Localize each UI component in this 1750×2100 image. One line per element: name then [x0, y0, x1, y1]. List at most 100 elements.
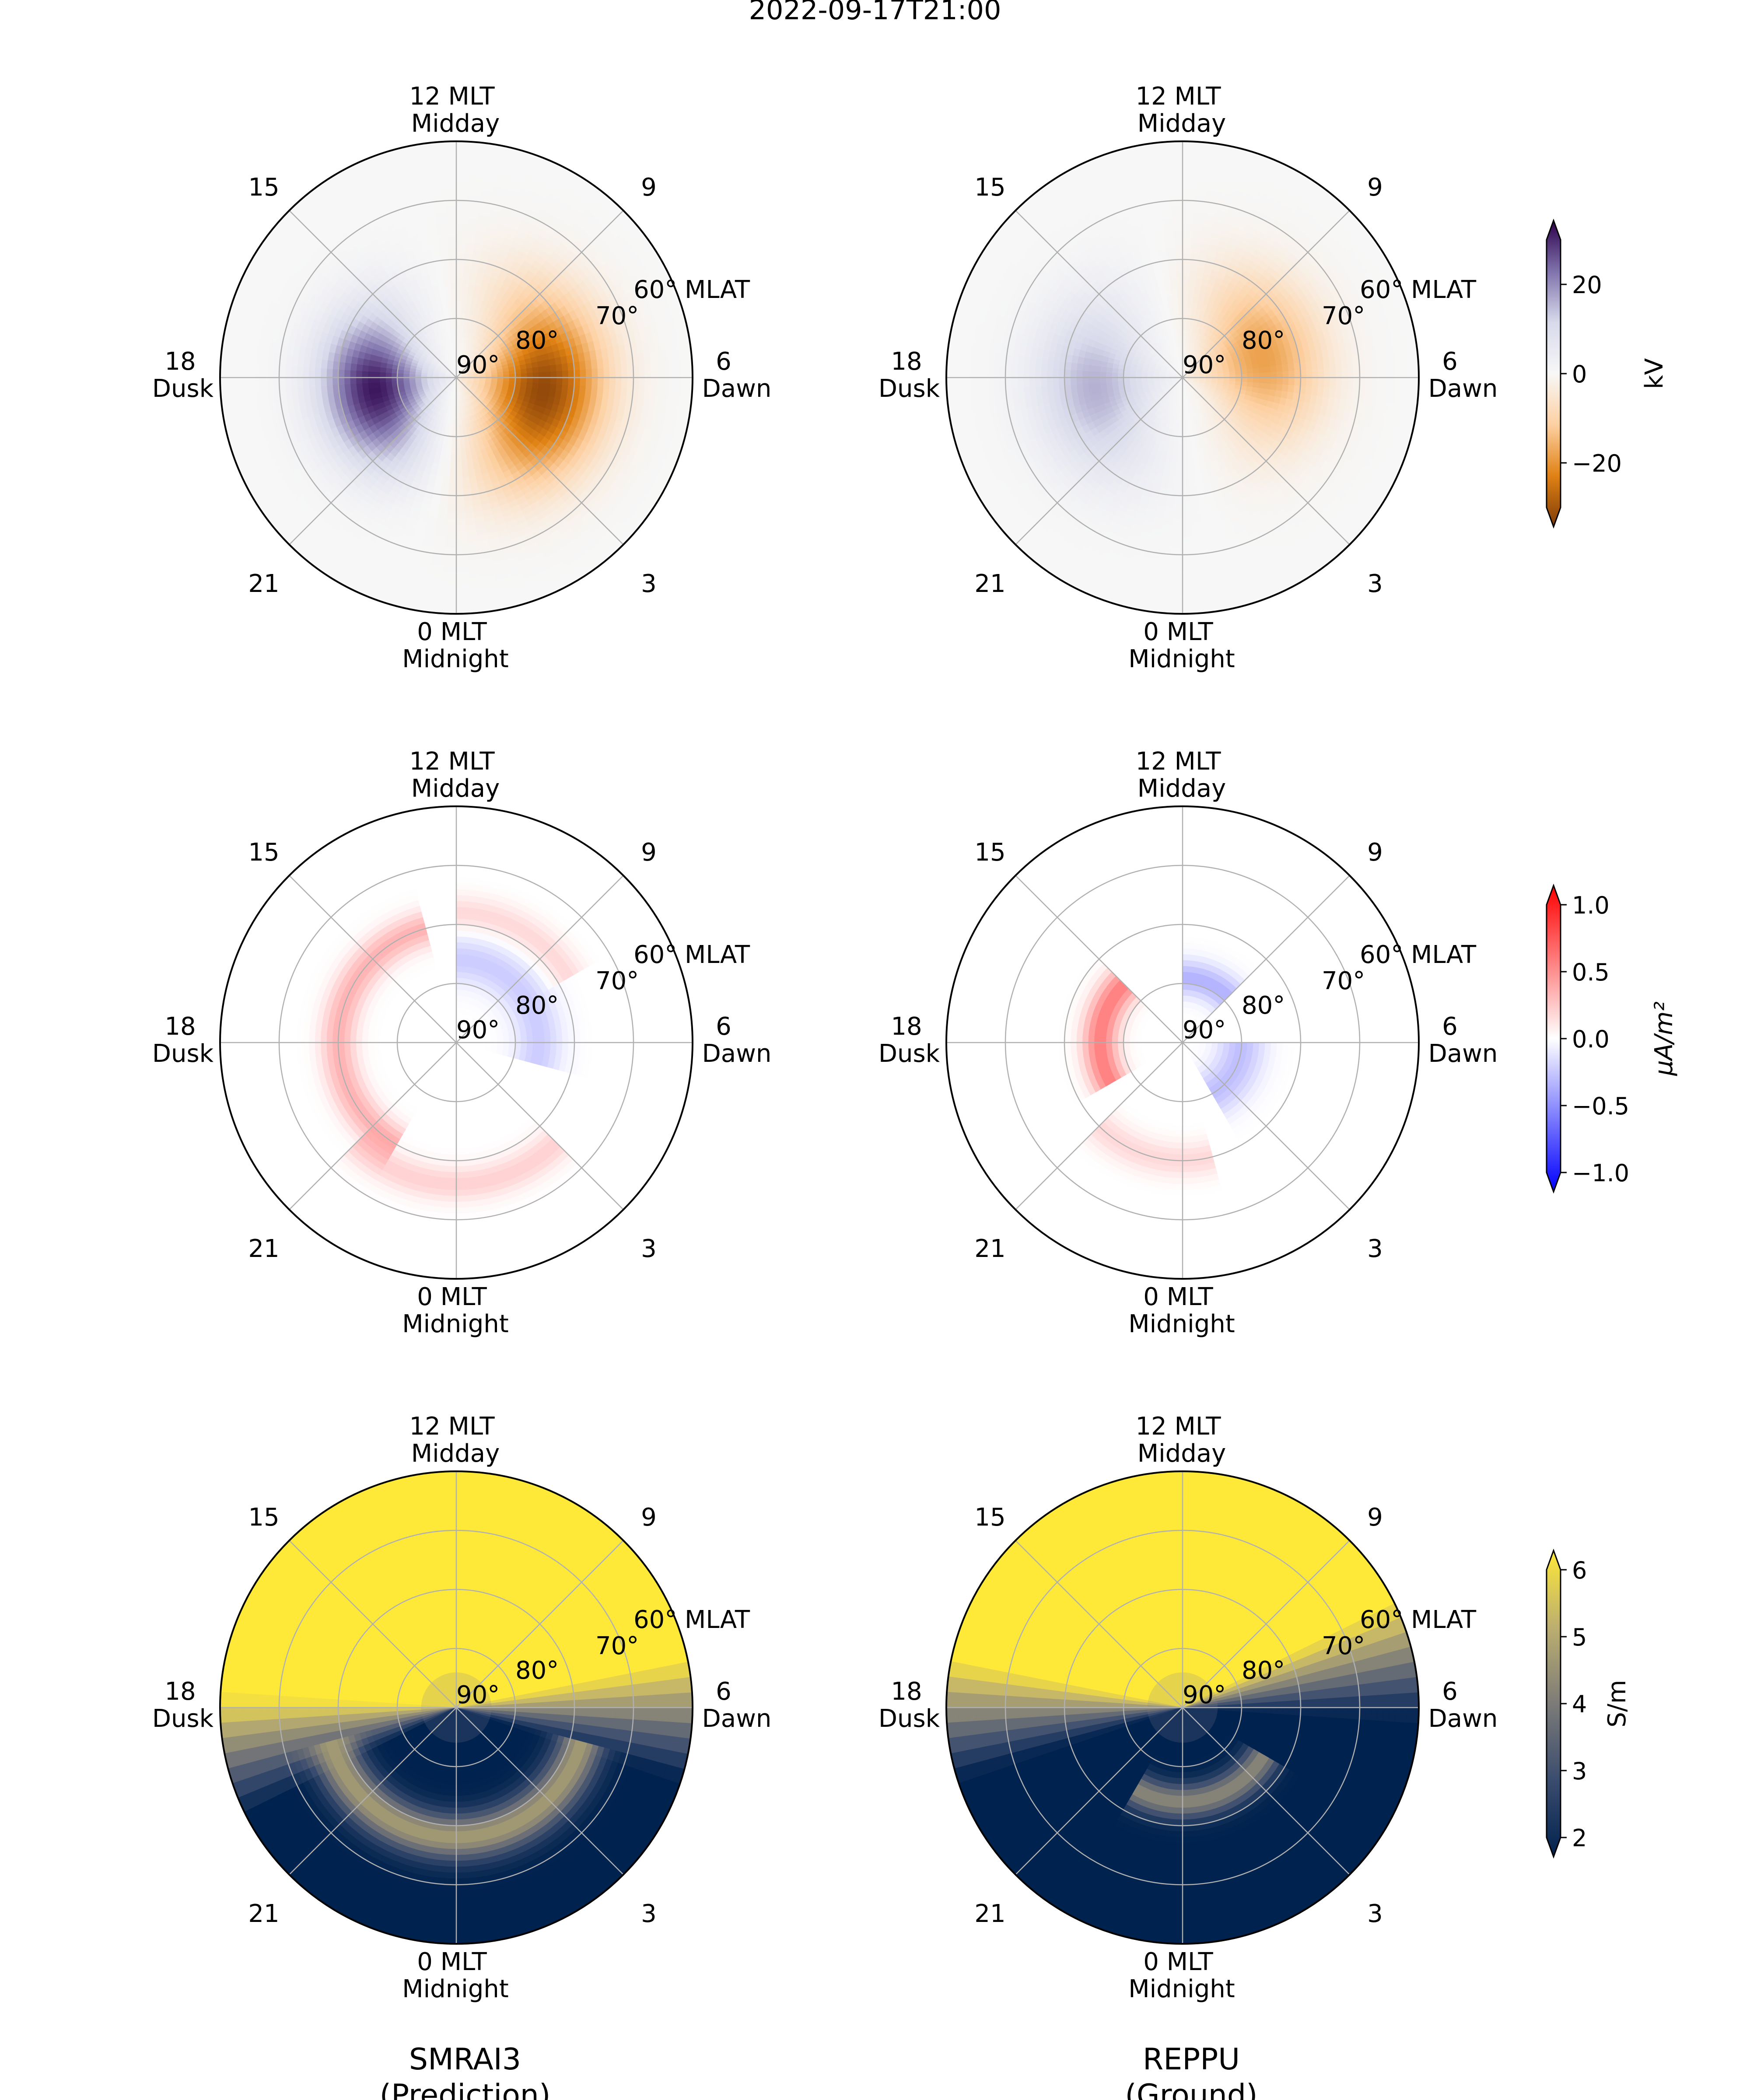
heatmap-cell — [580, 368, 587, 378]
heatmap-cell — [556, 377, 563, 385]
heatmap-cell — [456, 182, 469, 189]
heatmap-cell — [444, 289, 452, 296]
heatmap-cell — [456, 200, 469, 207]
heatmap-cell — [515, 377, 522, 382]
heatmap-cell — [367, 371, 374, 378]
heatmap-cell — [332, 369, 339, 378]
heatmap-cell — [439, 500, 449, 508]
heatmap-cell — [445, 536, 457, 543]
heatmap-cell — [1177, 306, 1183, 313]
heatmap-cell — [1178, 430, 1183, 437]
heatmap-cell — [532, 382, 539, 389]
heatmap-cell — [237, 377, 245, 392]
heatmap-cells — [220, 141, 693, 614]
heatmap-cell — [568, 377, 575, 386]
heatmap-cell — [456, 554, 469, 561]
heatmap-cell — [439, 247, 449, 255]
heatmap-cell — [441, 483, 450, 490]
heatmap-cell — [249, 377, 256, 392]
heatmap-cell — [225, 362, 233, 378]
heatmap-cell — [579, 385, 587, 395]
heatmap-cell — [638, 365, 646, 378]
heatmap-cell — [449, 276, 457, 284]
heatmap-cell — [456, 548, 469, 555]
heatmap-cell — [452, 312, 457, 319]
lat-label-90: 90° — [456, 351, 500, 379]
heatmap-cell — [538, 382, 545, 390]
heatmap-cell — [538, 365, 545, 373]
heatmap-cell — [1174, 430, 1180, 437]
heatmap-cell — [650, 364, 658, 378]
heatmap-cell — [462, 476, 471, 484]
heatmap-cell — [456, 459, 462, 467]
heatmap-cell — [459, 324, 464, 331]
heatmap-cell — [320, 377, 327, 387]
heatmap-cell — [448, 430, 453, 437]
heatmap-cell — [374, 361, 382, 368]
heatmap-cell — [456, 235, 466, 242]
heatmap-cell — [627, 365, 634, 378]
heatmap-cell — [1173, 436, 1179, 443]
heatmap-cell — [438, 506, 448, 514]
heatmap-cell — [273, 365, 280, 378]
heatmap-cell — [544, 383, 551, 390]
heatmap-cell — [456, 229, 466, 237]
heatmap-cell — [447, 436, 453, 443]
heatmap-cell — [521, 377, 528, 383]
heatmap-cell — [1129, 370, 1136, 375]
heatmap-cell — [373, 377, 380, 384]
heatmap-cell — [442, 476, 450, 484]
heatmap-cell — [456, 253, 465, 260]
mlt-label-6: 6 — [716, 347, 732, 376]
heatmap-cell — [444, 560, 457, 567]
heatmap-cell — [450, 294, 457, 301]
heatmap-cell — [456, 501, 466, 508]
heatmap-cell — [555, 384, 563, 392]
heatmap-cell — [562, 377, 569, 385]
heatmap-cell — [461, 459, 469, 466]
heatmap-cell — [456, 188, 469, 196]
heatmap-cell — [447, 501, 457, 508]
heatmap-cell — [442, 583, 457, 591]
heatmap-cell — [674, 377, 681, 393]
heatmap-cell — [231, 377, 239, 393]
heatmap-cell — [456, 312, 461, 319]
heatmap-cell — [550, 377, 557, 385]
heatmap-cell — [456, 583, 471, 591]
heatmap-cell — [296, 377, 304, 388]
heatmap-cell — [290, 377, 298, 389]
heatmap-cell — [609, 377, 616, 388]
heatmap-cell — [344, 362, 351, 371]
heatmap-cell — [638, 377, 646, 390]
heatmap-cell — [456, 194, 469, 201]
heatmap-cell — [462, 471, 470, 478]
heatmap-cell — [442, 578, 457, 585]
heatmap-cell — [441, 589, 457, 597]
heatmap-cell — [385, 372, 392, 378]
heatmap-cell — [650, 377, 658, 391]
heatmap-cell — [338, 377, 345, 386]
heatmap-cell — [440, 452, 447, 460]
heatmap-cell — [449, 471, 457, 479]
heatmap-cell — [255, 364, 262, 378]
heatmap-cell — [1186, 312, 1192, 319]
heatmap-cell — [450, 459, 457, 467]
heatmap-cell — [597, 377, 605, 388]
heatmap-cell — [615, 377, 622, 389]
heatmap-cell — [456, 271, 464, 278]
heatmap-cell — [279, 365, 286, 378]
heatmap-cell — [450, 454, 457, 461]
heatmap-cell — [249, 364, 256, 378]
heatmap-cell — [450, 466, 457, 472]
heatmap-cell — [314, 377, 321, 387]
heatmap-cell — [451, 300, 457, 307]
heatmap-cell — [444, 459, 452, 466]
heatmap-cell — [456, 158, 471, 166]
heatmap-cell — [267, 377, 274, 390]
heatmap-cell — [452, 436, 457, 443]
heatmap-cell — [508, 381, 516, 386]
heatmap-cell — [443, 277, 451, 284]
heatmap-cell — [592, 368, 598, 378]
heatmap-cell — [350, 377, 357, 385]
